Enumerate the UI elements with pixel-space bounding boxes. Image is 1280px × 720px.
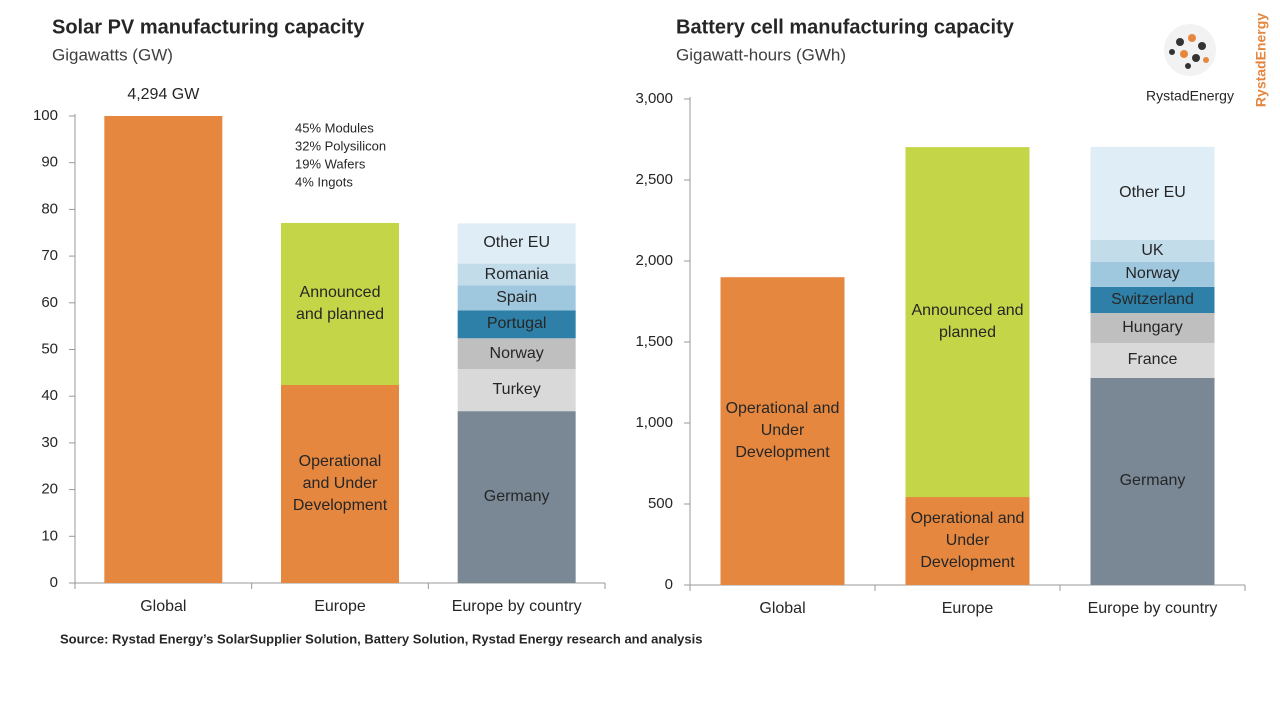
y-tick-label: 500 bbox=[648, 495, 673, 512]
segment-label: Operational and Under Development bbox=[292, 452, 388, 514]
chart-title: Battery cell manufacturing capacity bbox=[676, 16, 1015, 38]
annotation: 4% Ingots bbox=[295, 174, 353, 189]
segment-label: Operational and Under Development bbox=[910, 510, 1025, 572]
bar-segment bbox=[457, 338, 576, 370]
bar-segment bbox=[457, 411, 576, 583]
chart-title: Solar PV manufacturing capacity bbox=[52, 16, 365, 38]
segment-label: Switzerland bbox=[1111, 290, 1194, 308]
bar-segment bbox=[720, 277, 845, 585]
segment-label: Spain bbox=[496, 288, 538, 306]
segment-label: Romania bbox=[484, 265, 549, 283]
y-tick-label: 3,000 bbox=[635, 90, 673, 107]
segment-label: Other EU bbox=[1119, 184, 1186, 202]
segment-label: Germany bbox=[483, 488, 550, 506]
bar-segment bbox=[1090, 146, 1215, 240]
bar-segment bbox=[457, 223, 576, 264]
y-tick-label: 70 bbox=[41, 247, 58, 264]
y-tick-label: 10 bbox=[41, 527, 58, 544]
bar-segment bbox=[905, 147, 1030, 498]
y-tick-label: 60 bbox=[41, 294, 58, 311]
segment-label: Portugal bbox=[486, 315, 547, 333]
bar-segment bbox=[1090, 286, 1215, 314]
segment-label: Germany bbox=[1119, 472, 1186, 490]
y-tick-label: 1,000 bbox=[635, 414, 673, 431]
bar-segment bbox=[1090, 239, 1215, 262]
segment-label: Operational and Under Development bbox=[725, 400, 840, 462]
y-tick-label: 80 bbox=[41, 200, 58, 217]
x-tick-label: Europe by country bbox=[1088, 600, 1218, 617]
y-tick-label: 40 bbox=[41, 387, 58, 404]
segment-label: UK bbox=[1141, 241, 1164, 259]
bar-segment bbox=[1090, 342, 1215, 378]
segment-label: Hungary bbox=[1122, 318, 1183, 336]
y-tick-label: 90 bbox=[41, 154, 58, 171]
x-tick-label: Europe bbox=[314, 598, 366, 615]
y-tick-label: 2,500 bbox=[635, 171, 673, 188]
chart-subtitle: Gigawatt-hours (GWh) bbox=[676, 45, 846, 64]
value-label: 4,294 GW bbox=[127, 86, 200, 103]
y-tick-label: 1,500 bbox=[635, 333, 673, 350]
chart-subtitle: Gigawatts (GW) bbox=[52, 45, 173, 64]
segment-label: Norway bbox=[489, 344, 544, 362]
y-tick-label: 2,000 bbox=[635, 252, 673, 269]
bar-segment bbox=[1090, 313, 1215, 343]
segment-label: France bbox=[1127, 351, 1178, 369]
x-tick-label: Global bbox=[140, 598, 186, 615]
y-tick-label: 50 bbox=[41, 340, 58, 357]
logo-mark bbox=[1164, 24, 1216, 76]
bar-segment bbox=[457, 310, 576, 339]
bar-segment bbox=[457, 369, 576, 412]
y-tick-label: 20 bbox=[41, 481, 58, 498]
source: Source: Rystad Energy’s SolarSupplier So… bbox=[60, 631, 702, 646]
x-tick-label: Global bbox=[759, 600, 805, 617]
bar-segment bbox=[104, 116, 223, 583]
bar-segment bbox=[281, 222, 399, 385]
bar-segment bbox=[457, 263, 576, 286]
bar-segment bbox=[1090, 261, 1215, 287]
annotation: 45% Modules bbox=[295, 120, 374, 135]
y-tick-label: 30 bbox=[41, 434, 58, 451]
bar-segment bbox=[1090, 377, 1215, 585]
x-tick-label: Europe bbox=[942, 600, 994, 617]
bar-segment bbox=[281, 384, 399, 583]
x-tick-label: Europe by country bbox=[452, 598, 582, 615]
y-tick-label: 100 bbox=[33, 107, 58, 124]
bar-segment bbox=[905, 497, 1030, 585]
bar-segment bbox=[457, 285, 576, 311]
logo-text: RystadEnergy bbox=[1146, 88, 1234, 104]
y-tick-label: 0 bbox=[50, 574, 58, 591]
segment-label: Other EU bbox=[483, 234, 550, 252]
segment-label: Norway bbox=[1125, 265, 1180, 283]
segment-label: Turkey bbox=[492, 381, 541, 399]
annotation: 32% Polysilicon bbox=[295, 138, 386, 153]
annotation: 19% Wafers bbox=[295, 156, 366, 171]
segment-label: Announced and planned bbox=[295, 283, 385, 323]
y-tick-label: 0 bbox=[665, 576, 673, 593]
segment-label: Announced and planned bbox=[911, 302, 1024, 342]
logo-vertical: RystadEnergy bbox=[1253, 13, 1269, 107]
